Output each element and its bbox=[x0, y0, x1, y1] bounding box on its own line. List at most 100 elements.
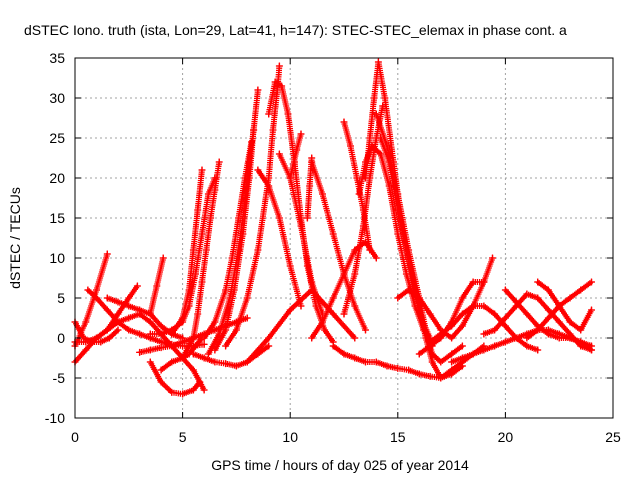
data-point bbox=[103, 250, 111, 258]
x-tick-label: 15 bbox=[390, 429, 406, 445]
data-point bbox=[394, 230, 402, 238]
y-tick-label: 30 bbox=[49, 90, 65, 106]
data-point bbox=[544, 314, 552, 322]
data-point bbox=[168, 388, 176, 396]
data-point bbox=[179, 390, 187, 398]
data-point bbox=[157, 378, 165, 386]
data-point bbox=[566, 334, 574, 342]
data-point bbox=[114, 326, 122, 334]
data-point bbox=[146, 346, 154, 354]
data-point bbox=[437, 374, 445, 382]
x-tick-label: 10 bbox=[282, 429, 298, 445]
data-series bbox=[211, 86, 262, 354]
data-series bbox=[168, 166, 206, 338]
data-point bbox=[136, 306, 144, 314]
data-point bbox=[211, 358, 219, 366]
data-point bbox=[534, 346, 542, 354]
data-point bbox=[351, 270, 359, 278]
data-point bbox=[84, 286, 92, 294]
data-point bbox=[355, 190, 363, 198]
data-point bbox=[179, 354, 187, 362]
data-point bbox=[362, 326, 369, 334]
data-point bbox=[269, 126, 277, 134]
data-point bbox=[448, 322, 456, 330]
data-point bbox=[340, 270, 348, 278]
data-point bbox=[189, 350, 197, 358]
x-axis-label: GPS time / hours of day 025 of year 2014 bbox=[211, 457, 469, 473]
data-series bbox=[377, 134, 488, 382]
data-point bbox=[286, 174, 294, 182]
data-point bbox=[555, 302, 563, 310]
data-point bbox=[185, 286, 193, 294]
data-point bbox=[426, 310, 434, 318]
data-point bbox=[297, 302, 305, 310]
data-point bbox=[351, 334, 359, 342]
data-point bbox=[469, 278, 477, 286]
data-series bbox=[146, 254, 167, 318]
data-point bbox=[374, 58, 382, 66]
data-point bbox=[275, 62, 283, 70]
data-point bbox=[207, 214, 215, 222]
data-series bbox=[329, 342, 466, 382]
data-point bbox=[192, 270, 199, 278]
y-tick-label: 5 bbox=[57, 290, 65, 306]
data-point bbox=[534, 326, 542, 334]
data-point bbox=[422, 334, 430, 342]
data-point bbox=[254, 246, 262, 254]
data-point bbox=[271, 78, 279, 86]
data-point bbox=[168, 330, 176, 338]
data-point bbox=[157, 366, 165, 374]
data-point bbox=[198, 230, 206, 238]
data-point bbox=[437, 330, 445, 338]
data-point bbox=[243, 294, 251, 302]
data-point bbox=[222, 360, 230, 368]
data-point bbox=[523, 290, 531, 298]
data-point bbox=[146, 358, 154, 366]
data-point bbox=[370, 94, 378, 102]
data-point bbox=[566, 294, 574, 302]
x-tick-label: 20 bbox=[498, 429, 514, 445]
data-point bbox=[415, 350, 423, 358]
data-point bbox=[347, 142, 354, 150]
data-point bbox=[351, 246, 359, 254]
data-point bbox=[415, 370, 423, 378]
data-point bbox=[82, 346, 90, 354]
data-series bbox=[544, 326, 595, 354]
data-point bbox=[82, 318, 90, 326]
data-point bbox=[588, 306, 595, 314]
data-point bbox=[394, 206, 402, 214]
data-point bbox=[448, 358, 456, 366]
data-point bbox=[321, 326, 329, 334]
grid bbox=[75, 58, 613, 418]
data-point bbox=[114, 298, 122, 306]
data-point bbox=[415, 302, 423, 310]
data-point bbox=[308, 278, 316, 286]
data-point bbox=[97, 338, 105, 346]
data-point bbox=[362, 174, 369, 182]
data-point bbox=[405, 366, 413, 374]
y-tick-label: 25 bbox=[49, 130, 65, 146]
data-point bbox=[215, 158, 223, 166]
data-point bbox=[275, 150, 283, 158]
data-point bbox=[136, 330, 144, 338]
data-point bbox=[458, 342, 466, 350]
data-point bbox=[235, 214, 243, 222]
data-point bbox=[103, 294, 111, 302]
data-point bbox=[458, 322, 466, 330]
data-point bbox=[340, 310, 348, 318]
data-point bbox=[168, 358, 176, 366]
data-point bbox=[232, 362, 240, 370]
data-point bbox=[405, 254, 413, 262]
data-point bbox=[179, 314, 187, 322]
plot-frame bbox=[74, 57, 614, 419]
data-point bbox=[448, 370, 456, 378]
data-point bbox=[340, 350, 348, 358]
data-point bbox=[329, 342, 337, 350]
data-point bbox=[491, 342, 499, 350]
data-series bbox=[179, 158, 223, 362]
data-point bbox=[319, 190, 326, 198]
data-point bbox=[308, 334, 316, 342]
data-point bbox=[448, 350, 456, 358]
data-point bbox=[114, 310, 122, 318]
